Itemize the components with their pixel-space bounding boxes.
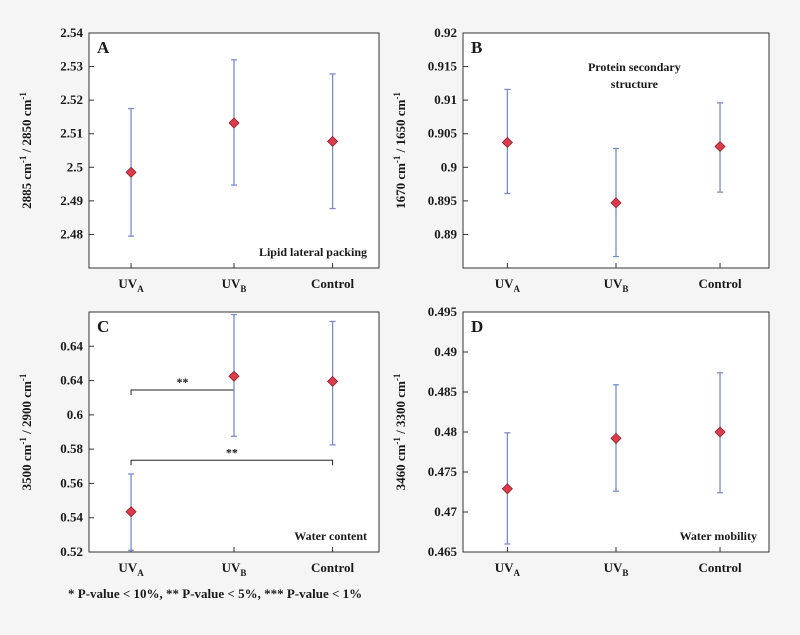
significance-label: ** bbox=[177, 375, 189, 389]
x-tick-label: UVB bbox=[222, 560, 247, 578]
data-point-marker bbox=[327, 135, 339, 148]
x-tick-label: Control bbox=[311, 276, 354, 291]
x-tick-label: UVA bbox=[118, 276, 144, 294]
y-tick-label: 2.48 bbox=[60, 226, 83, 241]
panel-annotation: Water mobility bbox=[680, 529, 757, 543]
y-tick-label: 2.53 bbox=[60, 59, 83, 74]
y-tick-label: 0.52 bbox=[60, 544, 83, 559]
data-point-marker bbox=[327, 375, 339, 387]
panel-letter: D bbox=[471, 317, 483, 336]
significance-footnote: * P-value < 10%, ** P-value < 5%, *** P-… bbox=[68, 586, 363, 601]
y-tick-label: 0.58 bbox=[60, 441, 83, 456]
y-tick-label: 0.485 bbox=[428, 384, 458, 399]
x-tick-label: UVB bbox=[604, 276, 629, 294]
data-point-marker bbox=[228, 117, 240, 129]
panel-annotation: Lipid lateral packing bbox=[259, 245, 367, 259]
x-tick-label: UVA bbox=[495, 276, 521, 294]
y-tick-label: 0.475 bbox=[428, 464, 458, 479]
y-tick-label: 0.48 bbox=[434, 424, 457, 439]
data-point-marker bbox=[228, 370, 240, 382]
data-point-marker bbox=[714, 140, 726, 153]
y-tick-label: 0.64 bbox=[60, 373, 83, 388]
y-tick-label: 0.91 bbox=[434, 92, 457, 107]
panel-annotation: Protein secondary bbox=[588, 60, 681, 74]
x-tick-label: UVA bbox=[495, 560, 521, 578]
y-tick-label: 0.64 bbox=[60, 338, 83, 353]
x-tick-label: UVB bbox=[604, 560, 629, 578]
panel-annotation: Water content bbox=[294, 529, 367, 543]
x-tick-label: UVB bbox=[222, 276, 247, 294]
y-tick-label: 0.47 bbox=[434, 504, 457, 519]
y-axis-label: 1670 cm-1 / 1650 cm-1 bbox=[392, 92, 408, 209]
y-axis-label: 2885 cm-1 / 2850 cm-1 bbox=[18, 92, 34, 209]
panel-letter: B bbox=[471, 38, 482, 57]
data-point-marker bbox=[610, 432, 622, 444]
y-axis-label: 3500 cm-1 / 2900 cm-1 bbox=[18, 373, 34, 490]
y-tick-label: 0.905 bbox=[428, 126, 458, 141]
data-point-marker bbox=[501, 136, 513, 149]
panel-c: 0.52 0.54 0.56 0.58 0.6 0.64 0.64 UVA UVB Control… bbox=[18, 311, 380, 578]
data-point-marker bbox=[125, 506, 137, 518]
y-tick-label: 0.495 bbox=[428, 304, 458, 319]
x-tick-label: Control bbox=[311, 560, 354, 575]
y-axis-label: 3460 cm-1 / 3300 cm-1 bbox=[392, 373, 408, 490]
panel-letter: A bbox=[97, 38, 110, 57]
y-tick-label: 2.54 bbox=[60, 25, 83, 40]
y-tick-label: 0.92 bbox=[434, 25, 457, 40]
y-tick-label: 2.49 bbox=[60, 193, 83, 208]
panel-annotation: structure bbox=[611, 77, 659, 91]
y-tick-label: 0.465 bbox=[428, 544, 458, 559]
y-tick-label: 0.9 bbox=[441, 159, 458, 174]
y-tick-label: 2.5 bbox=[67, 159, 84, 174]
y-tick-label: 2.51 bbox=[60, 126, 83, 141]
panel-d: 0.465 0.47 0.475 0.48 0.485 0.49 0.495 UVA UVB Co… bbox=[392, 304, 770, 578]
y-tick-label: 0.89 bbox=[434, 226, 457, 241]
data-point-marker bbox=[501, 483, 513, 495]
panel-b: 0.89 0.895 0.9 0.905 0.91 0.915 0.92 UVA UVB Cont… bbox=[392, 25, 770, 294]
data-point-marker bbox=[610, 197, 622, 209]
y-tick-label: 0.54 bbox=[60, 510, 83, 525]
panel-a: 2.48 2.49 2.5 2.51 2.52 2.53 2.54 UVA UVB Control… bbox=[18, 25, 380, 294]
y-tick-label: 0.895 bbox=[428, 193, 458, 208]
x-tick-label: Control bbox=[698, 560, 741, 575]
data-point-marker bbox=[714, 426, 726, 438]
y-tick-label: 2.52 bbox=[60, 92, 83, 107]
x-tick-label: Control bbox=[698, 276, 741, 291]
y-tick-label: 0.915 bbox=[428, 59, 458, 74]
data-point-marker bbox=[125, 166, 137, 178]
significance-label: ** bbox=[226, 445, 238, 459]
panel-letter: C bbox=[97, 317, 109, 336]
y-tick-label: 0.56 bbox=[60, 475, 83, 490]
y-tick-label: 0.6 bbox=[67, 407, 84, 422]
x-tick-label: UVA bbox=[118, 560, 144, 578]
significance-bracket bbox=[130, 459, 334, 466]
y-tick-label: 0.49 bbox=[434, 344, 457, 359]
